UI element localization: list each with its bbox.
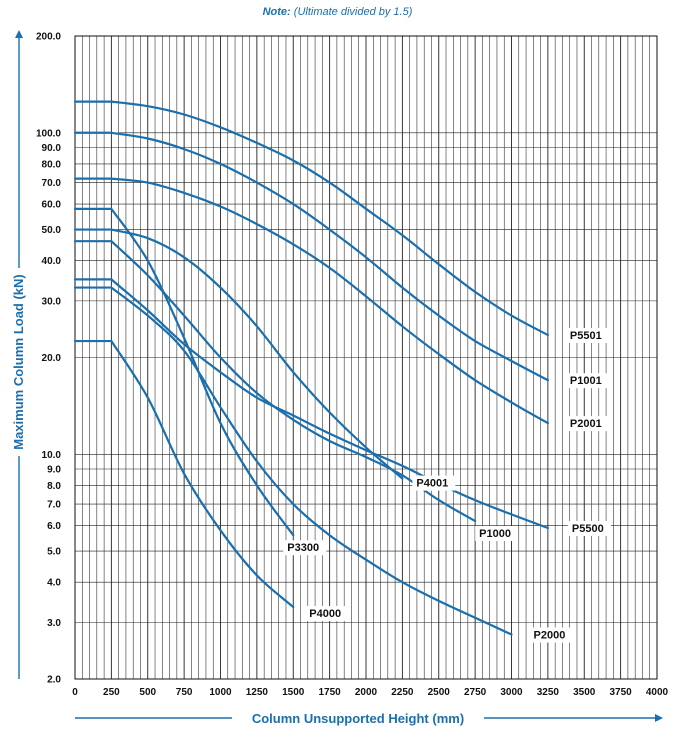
x-tick-label: 3500 xyxy=(573,687,596,698)
x-tick-label: 1500 xyxy=(282,687,305,698)
series-line-p1000 xyxy=(73,240,477,523)
tick-labels: 0 250 500 750 1000 1250 1500 1750 2000 2250 2500 27… xyxy=(36,32,669,699)
x-tick-label: 1750 xyxy=(319,687,342,698)
series-label-bg xyxy=(565,327,609,343)
series-label-p2000: P2000 xyxy=(534,630,566,642)
series-line-p4001 xyxy=(73,228,404,480)
x-tick-label: 2750 xyxy=(464,687,487,698)
series-line-p2000 xyxy=(73,286,513,636)
y-tick-label: 6.0 xyxy=(47,521,61,532)
y-tick-label: 80.0 xyxy=(42,159,62,170)
x-tick-label: 750 xyxy=(176,687,193,698)
x-tick-label: 4000 xyxy=(646,687,669,698)
series-label-p5500: P5500 xyxy=(572,523,604,535)
series-line-p5500 xyxy=(73,278,549,530)
series-label-bg xyxy=(567,520,611,536)
series-label-bg xyxy=(305,605,349,621)
y-axis-arrowhead xyxy=(15,30,23,38)
x-axis-title: Column Unsupported Height (mm) xyxy=(252,711,464,726)
x-tick-label: 2500 xyxy=(428,687,451,698)
series-label-bg xyxy=(412,475,456,491)
y-tick-label: 200.0 xyxy=(36,32,61,43)
y-tick-label: 90.0 xyxy=(42,143,62,154)
grid-lines xyxy=(74,35,658,680)
y-tick-label: 7.0 xyxy=(47,500,61,511)
series-label-p3300: P3300 xyxy=(287,542,319,554)
chart-note: Note: (Ultimate divided by 1.5) xyxy=(0,6,675,18)
x-axis-arrowhead xyxy=(655,714,663,722)
y-tick-label: 8.0 xyxy=(47,481,61,492)
series-label-p4000: P4000 xyxy=(309,608,341,620)
y-tick-label: 40.0 xyxy=(42,256,62,267)
y-tick-label: 60.0 xyxy=(42,200,62,211)
axes xyxy=(15,30,663,722)
y-tick-label: 9.0 xyxy=(47,464,61,475)
series-label-bg xyxy=(565,416,609,432)
x-tick-label: 1250 xyxy=(246,687,269,698)
x-tick-label: 3250 xyxy=(537,687,560,698)
x-tick-label: 1000 xyxy=(209,687,232,698)
series-line-p4000 xyxy=(73,339,295,609)
y-tick-label: 2.0 xyxy=(47,675,61,686)
series-label-p1000: P1000 xyxy=(479,528,511,540)
plot-frame xyxy=(74,35,658,680)
x-tick-label: 250 xyxy=(103,687,120,698)
y-tick-label: 30.0 xyxy=(42,296,62,307)
series-label-bg xyxy=(529,627,573,643)
series-label-p5501: P5501 xyxy=(570,330,602,342)
y-tick-label: 20.0 xyxy=(42,353,62,364)
y-tick-label: 10.0 xyxy=(42,450,62,461)
series-line-p1001 xyxy=(73,131,549,382)
y-axis-title: Maximum Column Load (kN) xyxy=(11,274,26,450)
series-labels: P5501 P1001 P2001 P4001 P1000 P5500 P3300 P2000… xyxy=(283,327,611,643)
y-tick-label: 70.0 xyxy=(42,178,62,189)
series-label-bg xyxy=(475,526,519,542)
x-tick-label: 3000 xyxy=(500,687,523,698)
x-tick-label: 0 xyxy=(72,687,78,698)
x-tick-label: 2000 xyxy=(355,687,378,698)
y-tick-label: 100.0 xyxy=(36,128,61,139)
series-label-bg xyxy=(565,373,609,389)
x-tick-label: 2250 xyxy=(391,687,414,698)
x-tick-label: 3750 xyxy=(610,687,633,698)
note-text: (Ultimate divided by 1.5) xyxy=(293,6,413,18)
y-tick-label: 4.0 xyxy=(47,578,61,589)
y-tick-label: 3.0 xyxy=(47,618,61,629)
series-line-p2001 xyxy=(73,177,549,425)
series-label-p1001: P1001 xyxy=(570,375,602,387)
y-tick-label: 5.0 xyxy=(47,547,61,558)
series-line-p5501 xyxy=(73,100,549,337)
series-label-p2001: P2001 xyxy=(570,418,602,430)
series-lines xyxy=(73,100,549,636)
note-label: Note: xyxy=(262,6,291,18)
series-label-bg xyxy=(283,540,327,556)
x-tick-label: 500 xyxy=(139,687,156,698)
y-tick-label: 50.0 xyxy=(42,225,62,236)
series-label-p4001: P4001 xyxy=(416,478,448,490)
